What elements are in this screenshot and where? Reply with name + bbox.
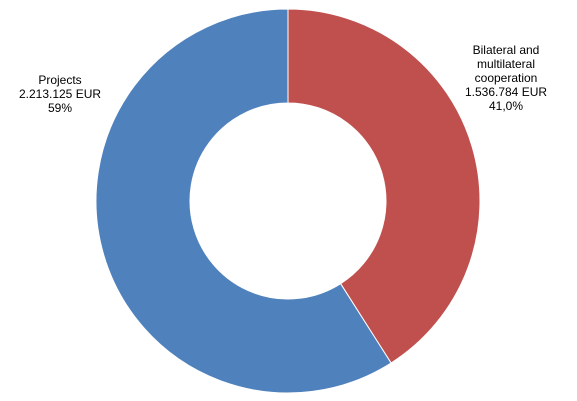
data-label-projects: Projects 2.213.125 EUR 59% — [0, 73, 120, 115]
projects-percent: 59% — [47, 101, 73, 115]
cooperation-percent: 41,0% — [488, 99, 524, 113]
cooperation-label-line-1: Bilateral and — [472, 43, 540, 57]
slice-bilateral-multilateral-cooperation — [287, 8, 481, 364]
cooperation-label-line-2: multilateral — [476, 57, 536, 71]
data-label-cooperation: Bilateral and multilateral cooperation 1… — [446, 43, 566, 113]
projects-amount: 2.213.125 EUR — [18, 87, 102, 101]
projects-label-line: Projects — [38, 73, 82, 87]
cooperation-label-line-3: cooperation — [474, 71, 538, 85]
slice-projects — [95, 8, 392, 394]
cooperation-amount: 1.536.784 EUR — [464, 85, 548, 99]
